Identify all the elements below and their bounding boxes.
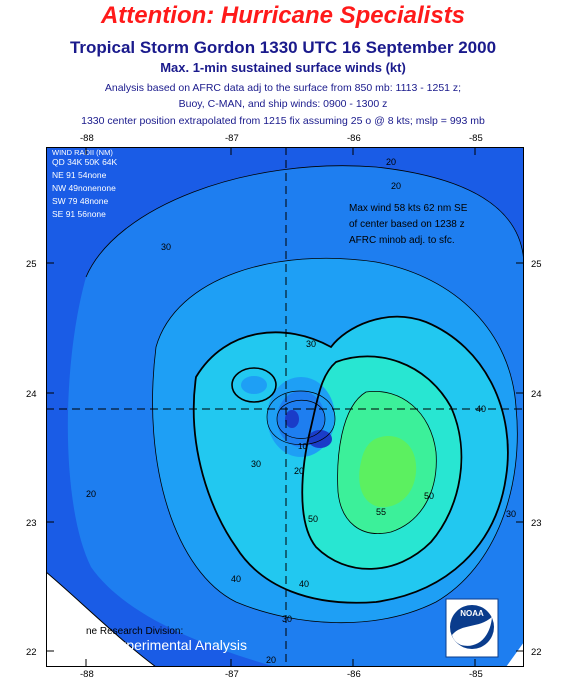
contour-label: 20 [266, 655, 276, 665]
land-area-se [506, 642, 524, 667]
wind-radii-row: NE 91 54none [52, 170, 107, 180]
land-area [46, 572, 156, 667]
research-division-text: ne Research Division: [86, 626, 183, 637]
coastline [46, 571, 157, 667]
lat-right-label: 24 [531, 389, 542, 400]
contour-line-40 [192, 315, 509, 604]
max-wind-note-line: AFRC minob adj. to sfc. [349, 235, 455, 246]
noaa-logo-text: NOAA [460, 609, 484, 618]
contour-label: 50 [424, 491, 434, 501]
lon-top-label: -87 [225, 133, 239, 144]
experimental-analysis-text: Experimental Analysis [110, 637, 247, 653]
contour-label: 30 [506, 509, 516, 519]
page-title: Tropical Storm Gordon 1330 UTC 16 Septem… [69, 38, 497, 57]
contour-label: 30 [161, 242, 171, 252]
lon-top-label: -88 [80, 133, 94, 144]
contour-line-30 [152, 257, 518, 624]
eye-calm-center [308, 430, 332, 448]
noaa-logo: NOAA [445, 598, 499, 658]
contour-line-eye [266, 390, 336, 445]
lat-left-label: 25 [26, 259, 37, 270]
contour-label: 20 [86, 489, 96, 499]
lat-left-label: 23 [26, 518, 37, 529]
contour-label: 30 [306, 339, 316, 349]
wind-radii-row: SE 91 56none [52, 209, 106, 219]
contour-label: 20 [391, 181, 401, 191]
lon-bottom-label: -87 [225, 669, 239, 680]
contour-line-55 [337, 390, 437, 534]
contour-label: 20 [294, 466, 304, 476]
lon-bottom-label: -88 [80, 669, 94, 680]
contour-label: 40 [476, 404, 486, 414]
map-frame [46, 147, 524, 667]
lon-top-label: -85 [469, 133, 483, 144]
contour-40-nw-inner [241, 376, 267, 394]
wind-field-svg: 20 30 20 30 40 30 10 20 30 50 50 55 40 4… [46, 147, 524, 667]
contour-label: 30 [282, 614, 292, 624]
analysis-info-line-3: 1330 center position extrapolated from 1… [81, 115, 485, 127]
analysis-info-line-2: Buoy, C-MAN, and ship winds: 0900 - 1300… [178, 98, 388, 110]
attention-banner: Attention: Hurricane Specialists [100, 2, 466, 29]
contour-label: 50 [308, 514, 318, 524]
eye-calm-west [285, 410, 299, 428]
contour-label: 30 [251, 459, 261, 469]
wind-radii-row: NW 49nonenone [52, 183, 116, 193]
lon-bottom-label: -86 [347, 669, 361, 680]
lat-right-label: 23 [531, 518, 542, 529]
wind-radii-header: QD 34K 50K 64K [52, 157, 118, 167]
contour-line-20 [85, 165, 524, 278]
lat-left-label: 24 [26, 389, 37, 400]
lat-right-label: 22 [531, 647, 542, 658]
contour-line-eye-inner [276, 399, 326, 439]
lat-left-label: 22 [26, 647, 37, 658]
contour-label: 40 [231, 574, 241, 584]
contour-label: 20 [386, 157, 396, 167]
wind-band-core [359, 436, 417, 508]
page-subtitle: Max. 1-min sustained surface winds (kt) [160, 60, 406, 75]
contour-label: 55 [376, 507, 386, 517]
wind-radii-title: WIND RADII (NM) [52, 148, 113, 157]
contour-line-50 [301, 355, 463, 570]
max-wind-note: Max wind 58 kts 62 nm SE of center based… [349, 203, 468, 246]
contour-label: 10 [298, 442, 307, 451]
lon-top-label: -86 [347, 133, 361, 144]
max-wind-note-line: Max wind 58 kts 62 nm SE [349, 203, 468, 214]
lat-right-label: 25 [531, 259, 542, 270]
wind-radii-table: WIND RADII (NM) QD 34K 50K 64K NE 91 54n… [52, 148, 118, 219]
wind-analysis-map: 20 30 20 30 40 30 10 20 30 50 50 55 40 4… [46, 147, 524, 667]
contour-label: 40 [299, 579, 309, 589]
wind-radii-row: SW 79 48none [52, 196, 109, 206]
lon-bottom-label: -85 [469, 669, 483, 680]
analysis-info-line-1: Analysis based on AFRC data adj to the s… [104, 82, 462, 94]
max-wind-note-line: of center based on 1238 z [349, 219, 465, 230]
